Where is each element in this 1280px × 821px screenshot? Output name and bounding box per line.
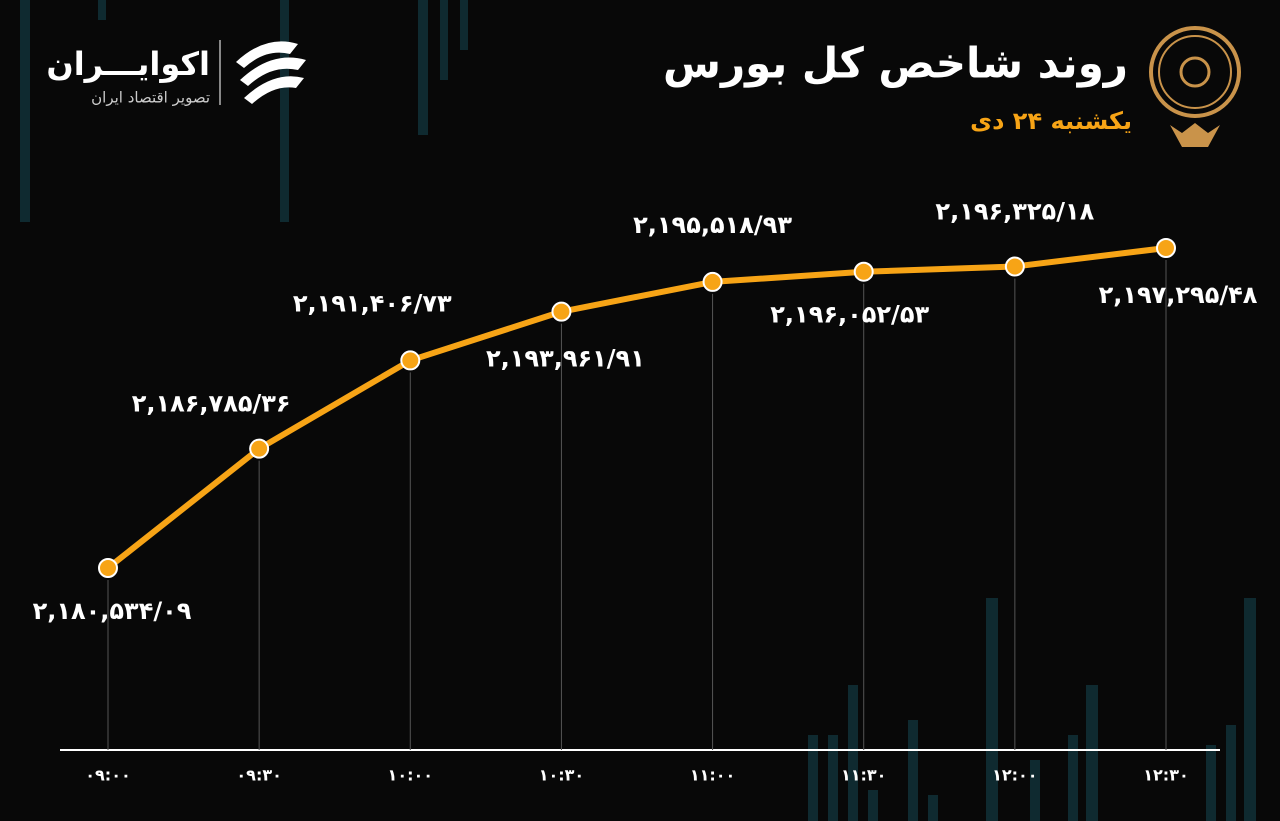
data-point xyxy=(853,261,874,282)
chart-title: روند شاخص کل بورس xyxy=(663,39,1128,89)
decor-candles xyxy=(20,0,1256,821)
x-tick-label: ۱۱:۰۰ xyxy=(690,766,735,785)
data-label: ۲,۱۹۱,۴۰۶/۷۳ xyxy=(293,289,452,317)
x-tick-label: ۱۲:۰۰ xyxy=(992,766,1037,785)
x-tick-label: ۱۱:۳۰ xyxy=(841,766,886,785)
data-point xyxy=(249,438,270,459)
data-point xyxy=(400,350,421,371)
data-label: ۲,۱۹۷,۲۹۵/۴۸ xyxy=(1099,281,1258,309)
data-label: ۲,۱۸۰,۵۳۴/۰۹ xyxy=(33,597,192,625)
brand-tagline: تصویر اقتصاد ایران xyxy=(91,89,210,107)
data-label: ۲,۱۹۶,۰۵۲/۵۳ xyxy=(770,301,929,329)
data-point xyxy=(98,558,118,578)
x-tick-label: ۱۰:۰۰ xyxy=(388,766,433,785)
series-line xyxy=(106,245,1167,571)
data-label: ۲,۱۹۳,۹۶۱/۹۱ xyxy=(486,345,645,373)
data-label: ۲,۱۹۶,۳۲۵/۱۸ xyxy=(935,198,1094,226)
x-tick-label: ۱۲:۳۰ xyxy=(1143,766,1188,785)
chart-subtitle: یکشنبه ۲۴ دی xyxy=(970,107,1132,135)
data-point xyxy=(1004,256,1025,277)
x-tick-label: ۰۹:۰۰ xyxy=(85,766,130,785)
brand-logo xyxy=(219,40,306,105)
brand-name: اکوایـــران xyxy=(46,45,210,83)
x-tick-label: ۰۹:۳۰ xyxy=(236,766,281,785)
data-point xyxy=(1156,238,1176,258)
x-tick-label: ۱۰:۳۰ xyxy=(539,766,584,785)
emblem xyxy=(1149,26,1241,147)
data-label: ۲,۱۸۶,۷۸۵/۳۶ xyxy=(132,390,291,418)
data-label: ۲,۱۹۵,۵۱۸/۹۳ xyxy=(633,211,792,239)
data-point xyxy=(551,301,572,322)
data-point xyxy=(702,271,723,292)
